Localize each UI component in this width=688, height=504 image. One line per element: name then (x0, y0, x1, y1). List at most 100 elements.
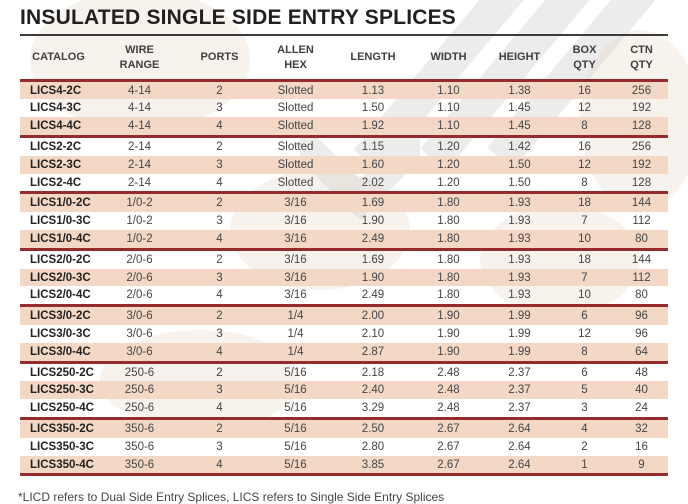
table-cell-wire-range: 250-6 (97, 399, 182, 421)
table-row: LICS1/0-2C 1/0-2 2 3/16 1.69 1.80 1.93 18 144 (20, 192, 668, 213)
table-cell-length: 3.85 (334, 455, 412, 477)
table-cell-height: 1.50 (485, 155, 554, 174)
table-cell-length: 2.00 (334, 305, 412, 326)
table-cell-width: 1.90 (437, 327, 460, 340)
table-cell-box-qty: 2 (581, 440, 588, 453)
table-cell-ports: 4 (182, 173, 257, 195)
table-cell-width: 1.80 (437, 215, 460, 228)
title-divider (20, 34, 668, 36)
table-cell-ctn-qty: 112 (615, 268, 668, 287)
table-cell-ports: 2 (182, 80, 257, 100)
table-cell-allen-hex: 3/16 (284, 215, 307, 228)
table-cell-ctn-qty: 64 (615, 342, 668, 364)
table-body: LICS4-2C 4-14 2 Slotted 1.13 1.10 1.38 16 256 LIC… (20, 80, 668, 477)
table-cell-allen-hex: 3/16 (257, 268, 334, 287)
table-cell-box-qty: 8 (554, 342, 615, 364)
column-header-box-qty: BOX QTY (554, 36, 615, 82)
catalog-cell: LICS1/0-4C (20, 230, 97, 251)
table-cell-length: 1.60 (334, 155, 412, 174)
table-cell-ports: 3 (216, 327, 223, 340)
catalog-cell: LICS2/0-4C (20, 286, 97, 308)
column-header-width: WIDTH (412, 36, 485, 82)
table-cell-width: 1.80 (412, 286, 485, 308)
table-cell-width: 1.20 (412, 155, 485, 174)
table-cell-ports: 3 (182, 268, 257, 287)
table-cell-ports: 4 (182, 399, 257, 421)
table-cell-wire-range: 2-14 (97, 173, 182, 195)
table-cell-box-qty: 16 (554, 80, 615, 100)
column-header-catalog: CATALOG (20, 36, 97, 82)
table-row: LICS1/0-3C 1/0-2 3 3/16 1.90 1.80 1.93 7 112 (20, 212, 668, 230)
table-cell-box-qty: 4 (554, 418, 615, 438)
table-row: LICS350-2C 350-6 2 5/16 2.50 2.67 2.64 4 32 (20, 418, 668, 438)
table-cell-height: 2.37 (485, 399, 554, 421)
table-cell-width: 1.90 (412, 342, 485, 364)
table-cell-ports: 2 (216, 140, 223, 153)
table-cell-length: 2.80 (361, 440, 385, 453)
table-cell-height: 1.93 (485, 192, 554, 213)
table-cell-ctn-qty: 144 (631, 253, 652, 266)
table-row: LICS3/0-3C 3/0-6 3 1/4 2.10 1.90 1.99 12 96 (20, 325, 668, 343)
table-cell-box-qty: 6 (581, 366, 588, 379)
table-cell-wire-range: 350-6 (124, 440, 155, 453)
table-cell-ports: 3 (182, 381, 257, 400)
column-header-length: LENGTH (334, 36, 412, 82)
table-cell-ctn-qty: 128 (615, 173, 668, 195)
table-cell-allen-hex: 5/16 (257, 455, 334, 477)
catalog-cell: LICS3/0-4C (20, 342, 97, 364)
table-cell-wire-range: 2/0-6 (97, 286, 182, 308)
header-row: CATALOG WIRE RANGE PORTS ALLEN HEX LENGTH WID… (20, 36, 668, 82)
table-cell-wire-range: 1/0-2 (97, 230, 182, 251)
table-row: LICS2/0-2C 2/0-6 2 3/16 1.69 1.80 1.93 18 144 (20, 249, 668, 268)
table-row: LICS4-4C 4-14 4 Slotted 1.92 1.10 1.45 8 128 (20, 117, 668, 139)
table-cell-length: 1.15 (361, 140, 385, 153)
table-cell-ports: 3 (216, 102, 223, 115)
column-header-height: HEIGHT (485, 36, 554, 82)
table-cell-height: 1.45 (508, 102, 531, 115)
table-cell-width: 1.80 (412, 192, 485, 213)
table-cell-ports: 4 (182, 117, 257, 139)
catalog-cell: LICS1/0-2C (20, 192, 97, 213)
table-cell-allen-hex: 1/4 (257, 342, 334, 364)
table-cell-height: 2.37 (508, 366, 531, 379)
catalog-cell: LICS350-3C (30, 440, 94, 453)
footnote: *LICD refers to Dual Side Entry Splices,… (18, 490, 445, 504)
table-cell-width: 1.80 (412, 268, 485, 287)
table-cell-length: 1.13 (334, 80, 412, 100)
table-cell-height: 1.45 (485, 117, 554, 139)
catalog-cell: LICS250-3C (20, 381, 97, 400)
table-cell-length: 1.90 (361, 215, 385, 228)
table-cell-ctn-qty: 96 (635, 327, 648, 340)
table-row: LICS3/0-4C 3/0-6 4 1/4 2.87 1.90 1.99 8 64 (20, 342, 668, 364)
table-cell-width: 2.67 (412, 455, 485, 477)
table-cell-wire-range: 350-6 (97, 418, 182, 438)
table-cell-length: 1.50 (361, 102, 385, 115)
catalog-cell: LICS2-4C (20, 173, 97, 195)
table-cell-length: 1.69 (361, 253, 385, 266)
table-cell-width: 1.80 (437, 253, 460, 266)
table-cell-height: 1.93 (508, 215, 531, 228)
table-cell-allen-hex: Slotted (257, 155, 334, 174)
table-cell-wire-range: 4-14 (127, 102, 152, 115)
table-cell-ctn-qty: 192 (615, 155, 668, 174)
table-cell-ports: 3 (182, 155, 257, 174)
table-cell-allen-hex: Slotted (277, 140, 314, 153)
table-cell-height: 1.93 (508, 253, 531, 266)
table-cell-ports: 4 (182, 230, 257, 251)
table-cell-height: 1.93 (485, 286, 554, 308)
table-cell-length: 2.50 (334, 418, 412, 438)
table-row: LICS2-2C 2-14 2 Slotted 1.15 1.20 1.42 16 256 (20, 137, 668, 156)
table-cell-wire-range: 2/0-6 (126, 253, 153, 266)
table-cell-box-qty: 3 (554, 399, 615, 421)
table-cell-height: 1.50 (485, 173, 554, 195)
table-cell-allen-hex: 1/4 (287, 327, 304, 340)
table-cell-box-qty: 10 (554, 230, 615, 251)
table-cell-wire-range: 3/0-6 (97, 305, 182, 326)
table-cell-wire-range: 1/0-2 (97, 192, 182, 213)
table-cell-box-qty: 6 (554, 305, 615, 326)
splices-spec-table: CATALOG WIRE RANGE PORTS ALLEN HEX LENGTH WID… (20, 36, 668, 477)
table-cell-allen-hex: Slotted (257, 117, 334, 139)
table-cell-box-qty: 16 (578, 140, 591, 153)
table-cell-height: 1.42 (508, 140, 531, 153)
table-cell-width: 2.67 (437, 440, 460, 453)
